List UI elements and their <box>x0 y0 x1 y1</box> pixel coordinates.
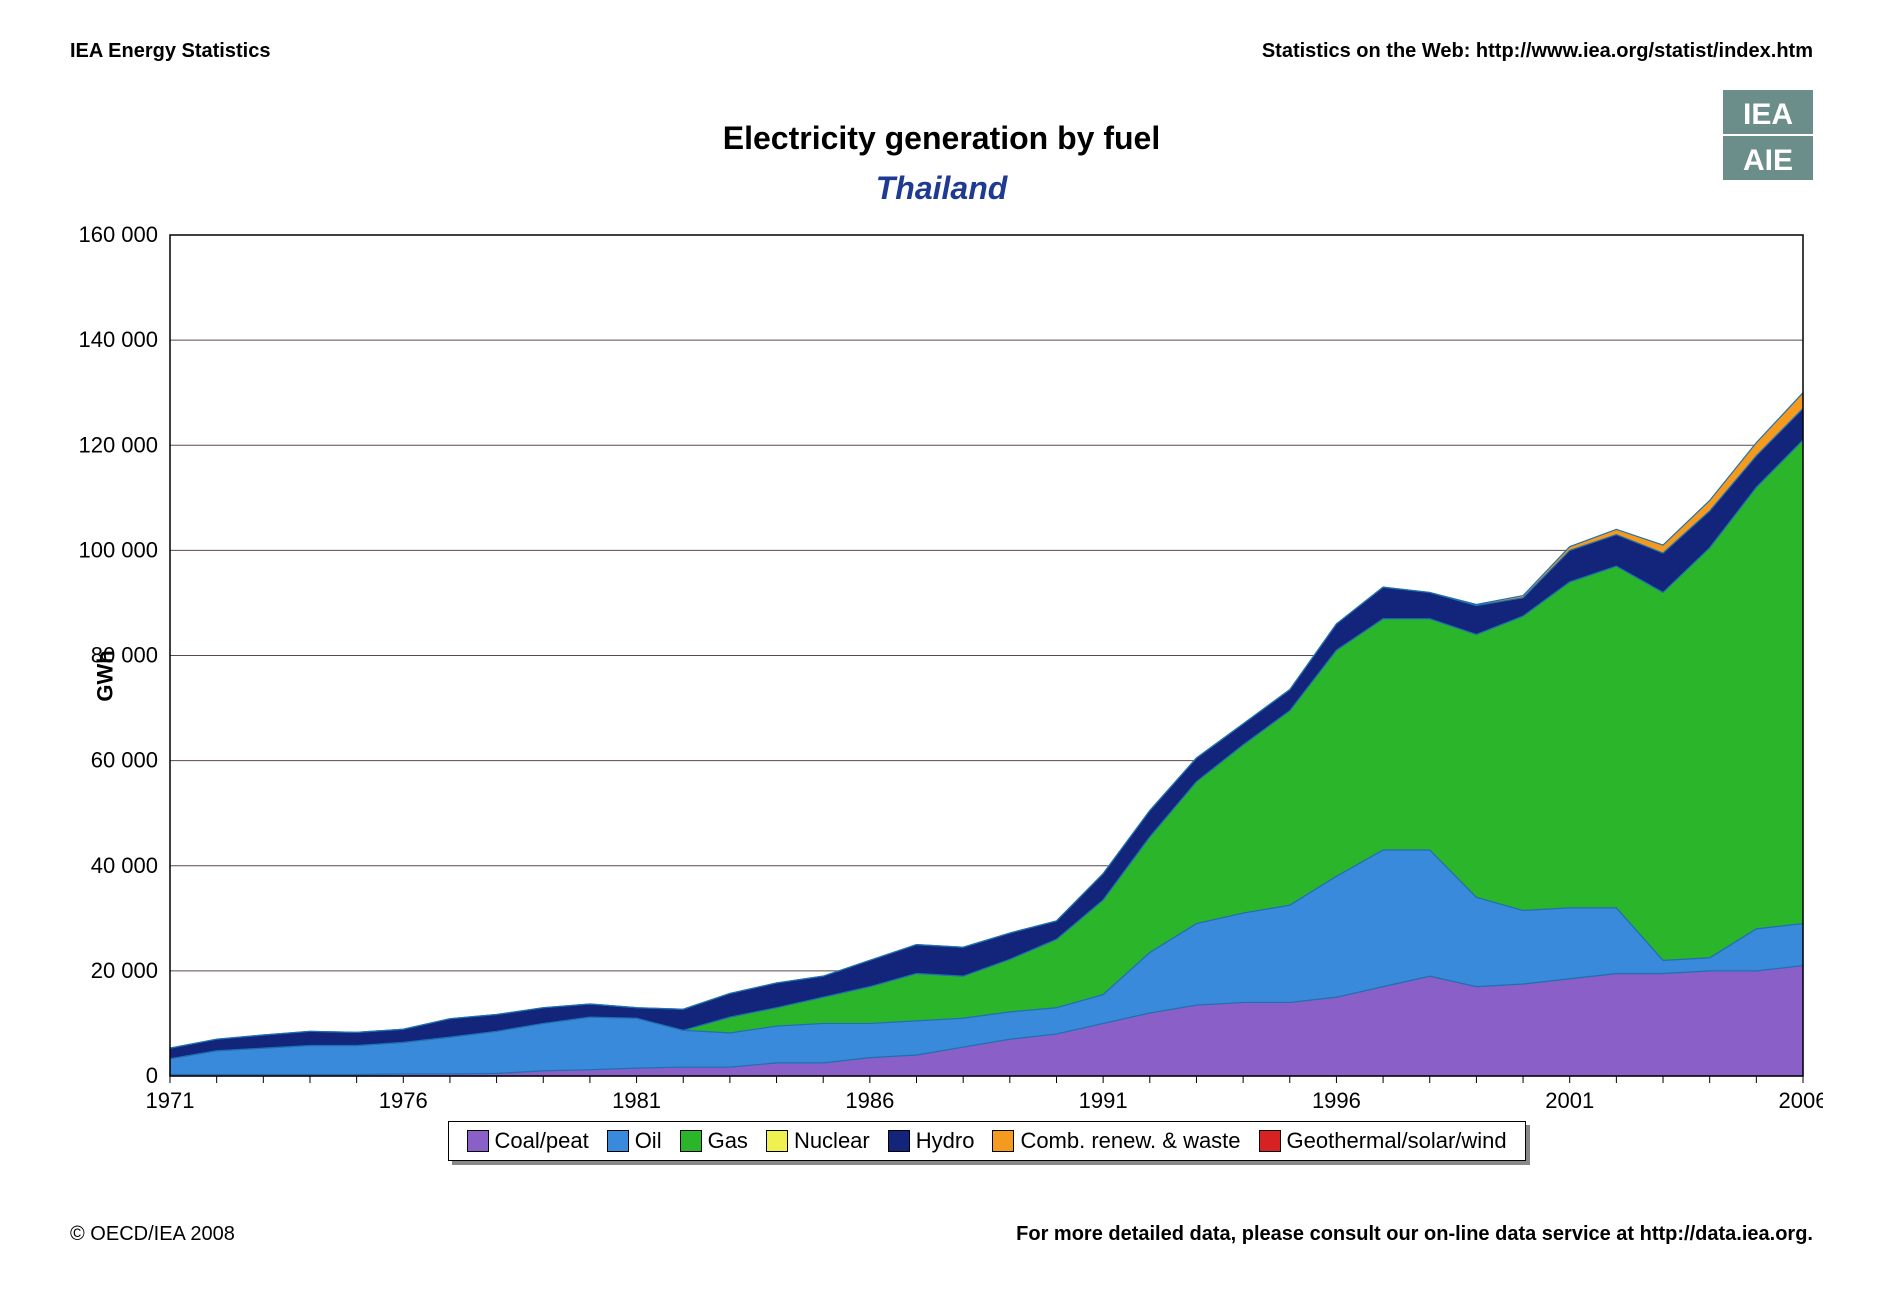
legend-item-nuclear: Nuclear <box>766 1128 870 1154</box>
svg-text:40 000: 40 000 <box>91 853 158 878</box>
legend-item-coal: Coal/peat <box>467 1128 589 1154</box>
page: IEA Energy Statistics Statistics on the … <box>0 0 1883 1306</box>
footer-copyright: © OECD/IEA 2008 <box>70 1223 235 1246</box>
svg-text:60 000: 60 000 <box>91 748 158 773</box>
legend-swatch-geo <box>1259 1130 1281 1152</box>
svg-text:1976: 1976 <box>379 1088 428 1113</box>
svg-text:20 000: 20 000 <box>91 958 158 983</box>
area-chart: 020 00040 00060 00080 000100 000120 0001… <box>60 225 1823 1126</box>
legend-swatch-nuclear <box>766 1130 788 1152</box>
legend-item-comb: Comb. renew. & waste <box>992 1128 1240 1154</box>
svg-text:1986: 1986 <box>845 1088 894 1113</box>
y-axis-label: GWh <box>93 650 119 701</box>
svg-text:1971: 1971 <box>146 1088 195 1113</box>
legend-label-gas: Gas <box>708 1128 748 1154</box>
legend-swatch-oil <box>607 1130 629 1152</box>
svg-text:140 000: 140 000 <box>78 327 158 352</box>
svg-text:2006: 2006 <box>1779 1088 1823 1113</box>
legend-item-hydro: Hydro <box>888 1128 975 1154</box>
footer-note: For more detailed data, please consult o… <box>1016 1223 1813 1246</box>
svg-text:160 000: 160 000 <box>78 225 158 247</box>
legend-label-hydro: Hydro <box>916 1128 975 1154</box>
legend-item-oil: Oil <box>607 1128 662 1154</box>
chart-subtitle: Thailand <box>0 170 1883 207</box>
legend-item-geo: Geothermal/solar/wind <box>1259 1128 1507 1154</box>
legend-label-geo: Geothermal/solar/wind <box>1287 1128 1507 1154</box>
legend-label-nuclear: Nuclear <box>794 1128 870 1154</box>
legend-swatch-gas <box>680 1130 702 1152</box>
svg-text:1996: 1996 <box>1312 1088 1361 1113</box>
svg-text:100 000: 100 000 <box>78 537 158 562</box>
svg-text:2001: 2001 <box>1545 1088 1594 1113</box>
legend-label-oil: Oil <box>635 1128 662 1154</box>
legend-item-gas: Gas <box>680 1128 748 1154</box>
legend-label-coal: Coal/peat <box>495 1128 589 1154</box>
svg-text:0: 0 <box>146 1063 158 1088</box>
svg-text:1981: 1981 <box>612 1088 661 1113</box>
header-right-text: Statistics on the Web: http://www.iea.or… <box>1262 40 1813 63</box>
legend: Coal/peat Oil Gas Nuclear Hydro Comb. renew. … <box>448 1121 1526 1161</box>
svg-text:120 000: 120 000 <box>78 432 158 457</box>
header-left-text: IEA Energy Statistics <box>70 40 270 63</box>
chart-container: GWh 020 00040 00060 00080 000100 000120 … <box>60 225 1823 1126</box>
legend-swatch-hydro <box>888 1130 910 1152</box>
legend-label-comb: Comb. renew. & waste <box>1020 1128 1240 1154</box>
svg-text:1991: 1991 <box>1079 1088 1128 1113</box>
chart-title: Electricity generation by fuel <box>0 120 1883 157</box>
legend-swatch-comb <box>992 1130 1014 1152</box>
legend-swatch-coal <box>467 1130 489 1152</box>
